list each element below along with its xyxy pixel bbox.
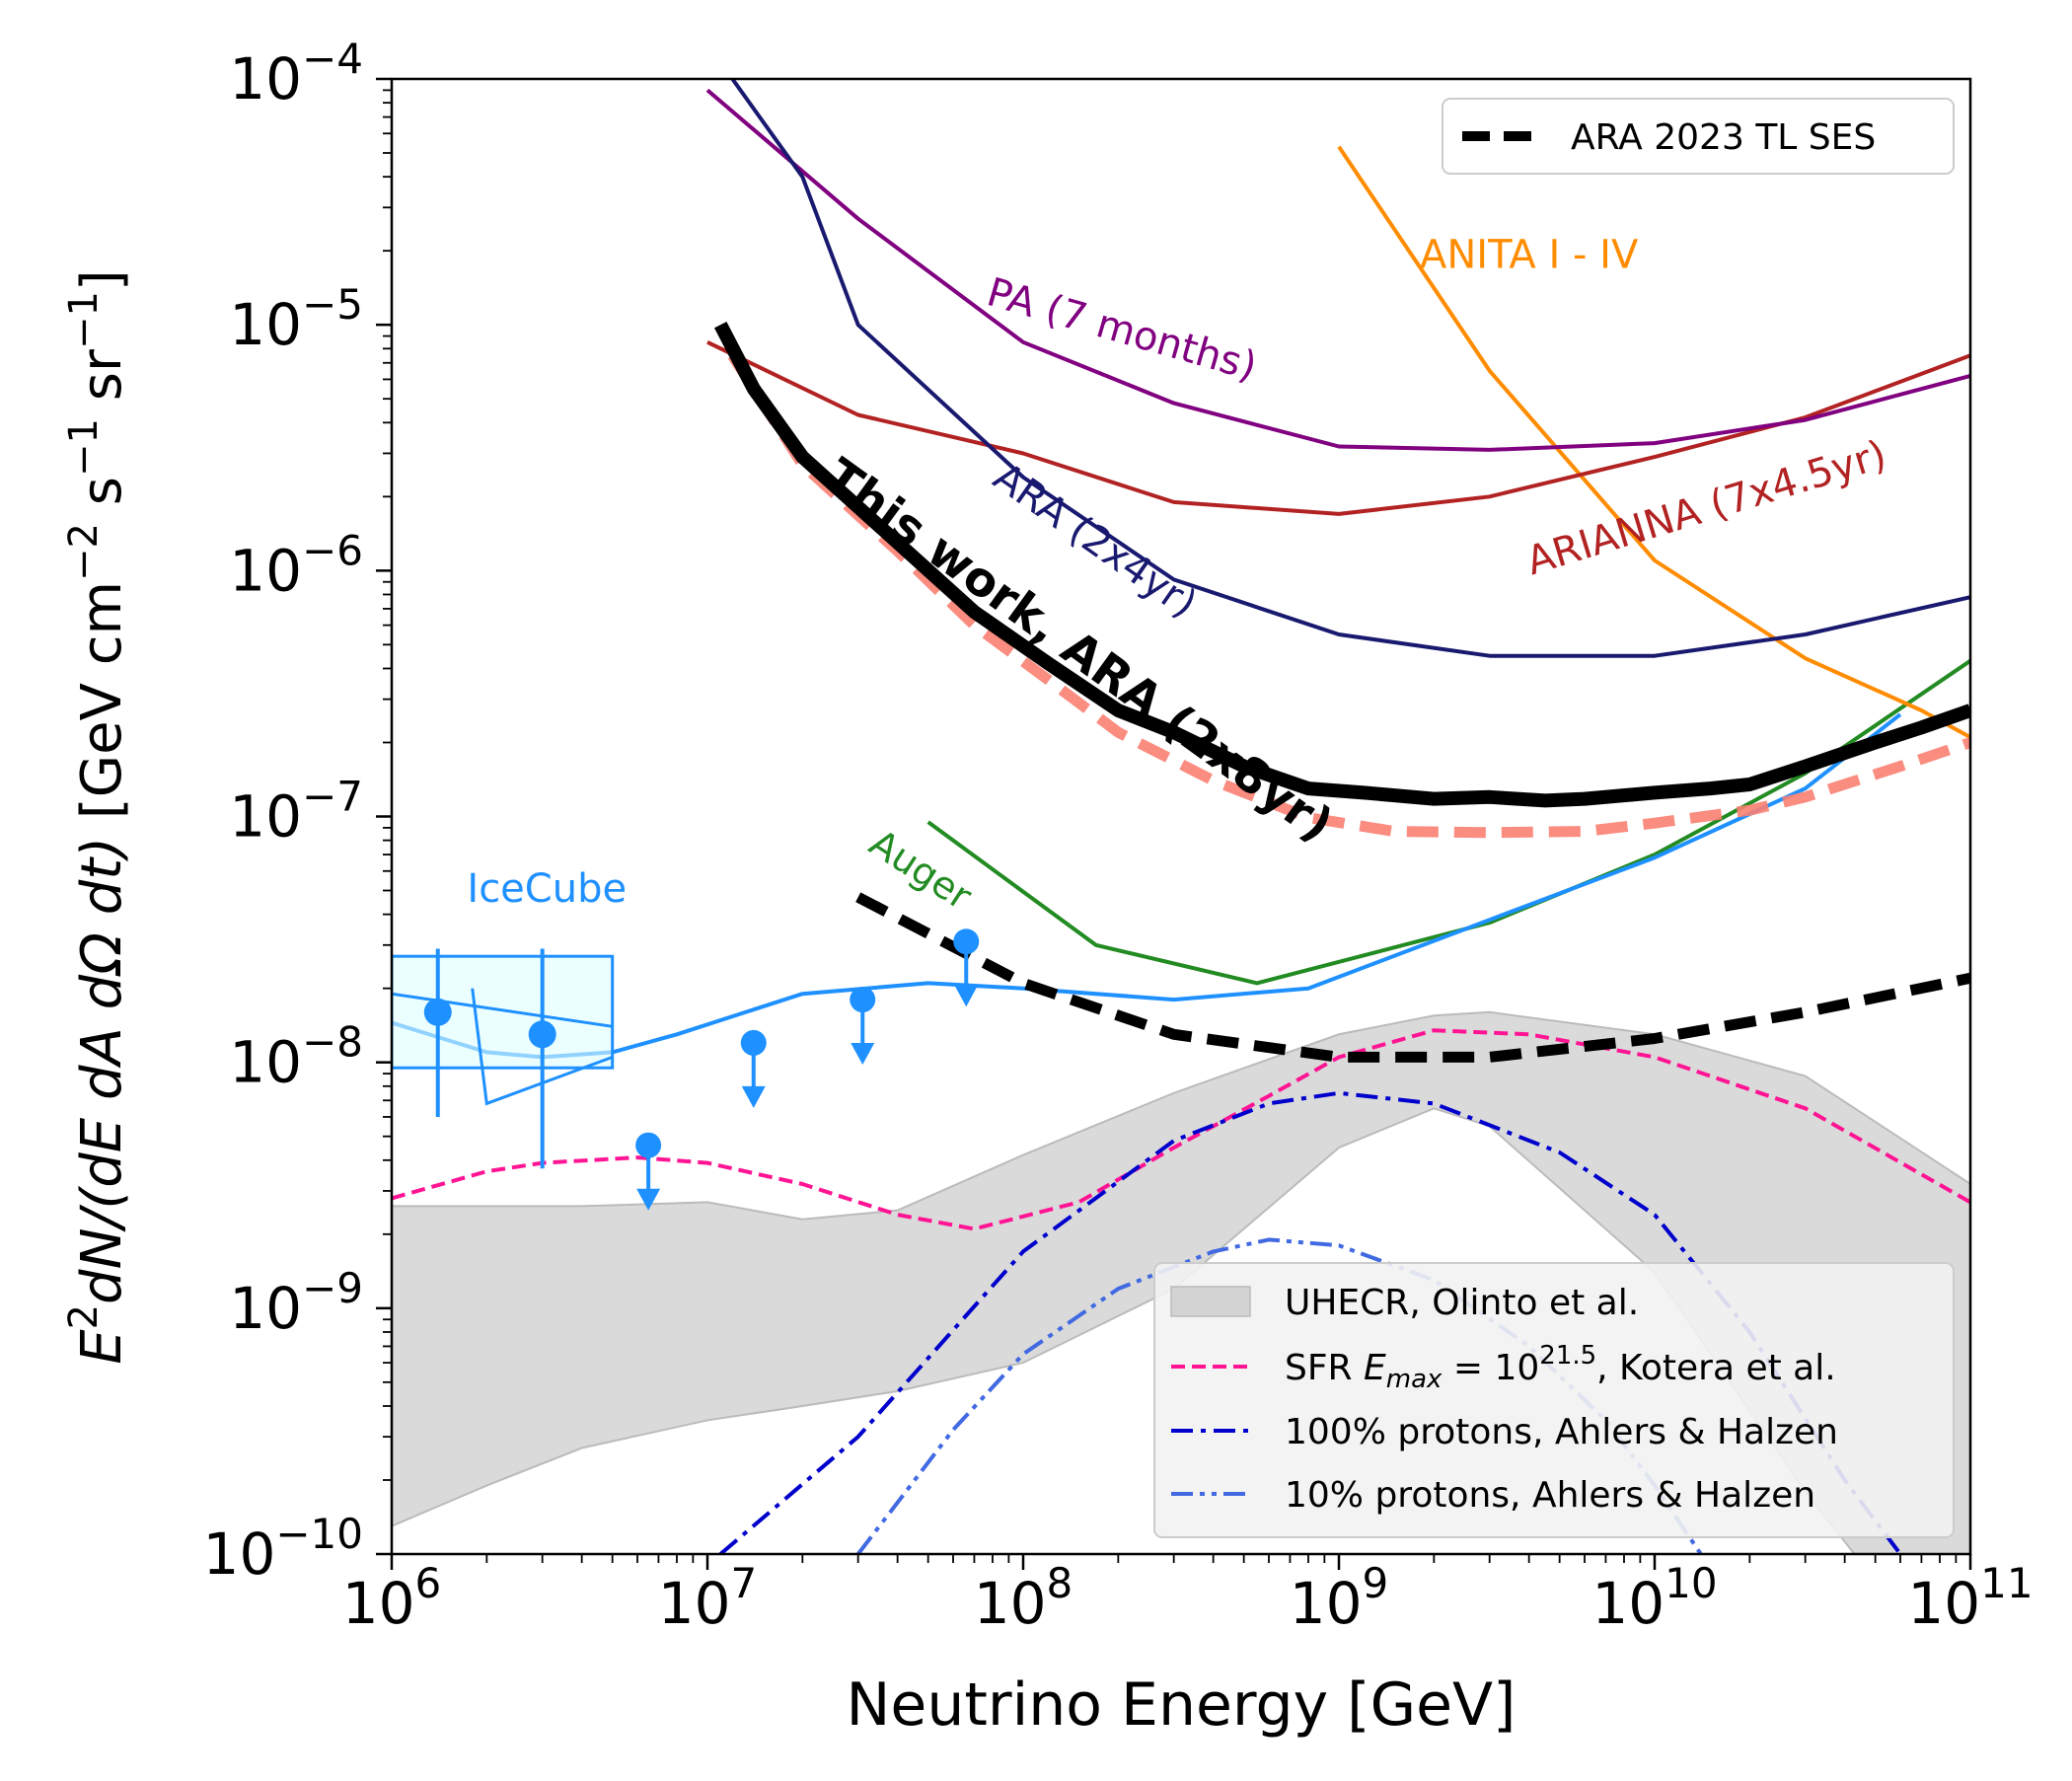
plot-area bbox=[392, 79, 1970, 1554]
series-line-ara-2x4 bbox=[730, 79, 1970, 658]
series-line-ara-2023 bbox=[855, 892, 1970, 1063]
series-line-arianna bbox=[706, 339, 1970, 516]
series-line-this-work bbox=[713, 321, 1970, 808]
y-tick-label: 10−9 bbox=[229, 1264, 363, 1342]
y-tick-labels: 10−10 10−9 10−8 10−7 10−6 10−5 10−4 bbox=[203, 35, 363, 1588]
x-tick-label: 106 bbox=[342, 1559, 442, 1637]
icecube-point bbox=[423, 998, 452, 1026]
x-tick-label: 109 bbox=[1290, 1559, 1389, 1637]
icecube-limit-point bbox=[850, 987, 876, 1013]
legend-label-ara-2023: ARA 2023 TL SES bbox=[1571, 117, 1876, 158]
legend-label-protons10: 10% protons, Ahlers & Halzen bbox=[1285, 1475, 1815, 1516]
x-axis-label: Neutrino Energy [GeV] bbox=[847, 1670, 1517, 1740]
icecube-limit-arrow bbox=[954, 985, 979, 1007]
y-tick-label: 10−10 bbox=[203, 1510, 363, 1588]
series-line-protons100 bbox=[718, 1090, 1902, 1554]
annotation-anita: ANITA I - IV bbox=[1420, 233, 1639, 278]
x-tick-label: 1010 bbox=[1591, 1559, 1717, 1637]
y-tick-label: 10−6 bbox=[229, 526, 363, 604]
legend-label-uhecr: UHECR, Olinto et al. bbox=[1285, 1283, 1639, 1323]
x-tick-labels: 106 107 108 109 1010 1011 bbox=[342, 1559, 2034, 1637]
series-line-ara-ses-red bbox=[727, 352, 1970, 839]
icecube-limit-arrow bbox=[741, 1085, 766, 1108]
icecube-limit-point bbox=[740, 1029, 767, 1056]
series-line-pa bbox=[705, 88, 1970, 452]
icecube-point bbox=[528, 1020, 556, 1049]
y-tick-label: 10−8 bbox=[229, 1018, 363, 1096]
y-tick-label: 10−5 bbox=[229, 280, 363, 358]
series-line-anita bbox=[1337, 145, 1970, 739]
series-line-protons10 bbox=[856, 1237, 1703, 1554]
icecube-limit-point bbox=[953, 928, 980, 955]
legend-bottom-frame bbox=[1153, 1262, 1955, 1538]
legend-top: ARA 2023 TL SES bbox=[1442, 98, 1955, 175]
legend-swatch-uhecr bbox=[1170, 1286, 1251, 1317]
icecube-limit-arrow bbox=[636, 1188, 661, 1211]
icecube-limit-arrow bbox=[851, 1043, 875, 1066]
legend-label-sfr: SFR Emax = 1021.5, Kotera et al. bbox=[1285, 1341, 1836, 1394]
icecube-box-line bbox=[471, 988, 614, 1106]
legend-bottom: UHECR, Olinto et al. SFR Emax = 1021.5, … bbox=[1153, 1262, 1955, 1538]
icecube-box-line bbox=[392, 992, 613, 1028]
x-tick-label: 1011 bbox=[1907, 1559, 2033, 1637]
y-tick-label: 10−7 bbox=[229, 773, 363, 851]
series-line-sfr bbox=[392, 1028, 1970, 1231]
x-tick-label: 108 bbox=[974, 1559, 1073, 1637]
uhecr-band bbox=[392, 1010, 1970, 1554]
x-tick-label: 107 bbox=[658, 1559, 758, 1637]
y-tick-label: 10−4 bbox=[229, 35, 363, 112]
icecube-box bbox=[392, 954, 615, 1070]
icecube-limit-point bbox=[635, 1132, 662, 1158]
y-axis-label: E2dN/(dE dA dΩ dt) [GeV cm−2 s−1 sr−1] bbox=[61, 269, 134, 1365]
legend-top-frame bbox=[1442, 98, 1955, 175]
legend-label-protons100: 100% protons, Ahlers & Halzen bbox=[1285, 1412, 1838, 1452]
annotation-icecube: IceCube bbox=[467, 866, 627, 912]
axis-ticks bbox=[376, 77, 1972, 1570]
